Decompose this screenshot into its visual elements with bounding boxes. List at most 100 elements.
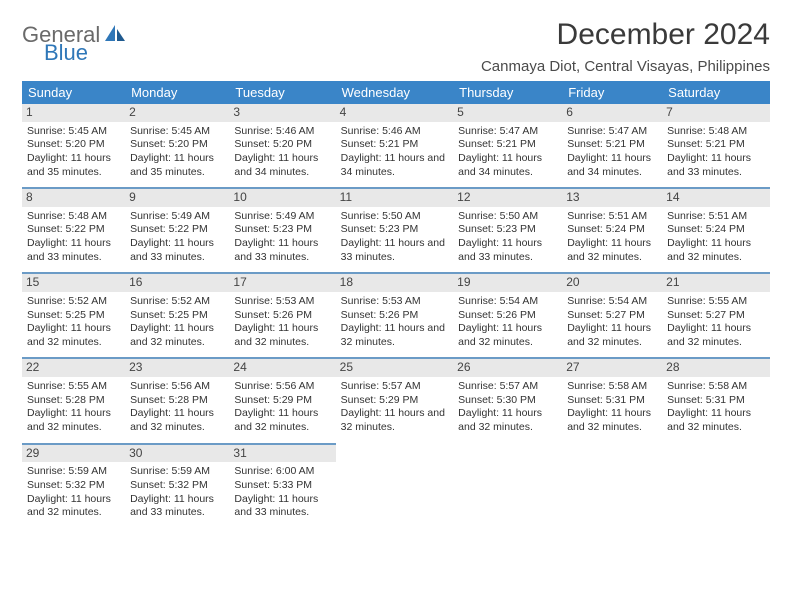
logo: General Blue	[22, 24, 126, 64]
daylight-text: Daylight: 11 hours and 32 minutes.	[27, 407, 120, 434]
sunset-text: Sunset: 5:29 PM	[234, 394, 330, 408]
sunset-text: Sunset: 5:25 PM	[130, 309, 224, 323]
daylight-text: Daylight: 11 hours and 33 minutes.	[667, 152, 765, 179]
daylight-text: Daylight: 11 hours and 32 minutes.	[341, 407, 449, 434]
day-number: 29	[22, 445, 125, 463]
sunset-text: Sunset: 5:20 PM	[234, 138, 330, 152]
sunrise-text: Sunrise: 5:47 AM	[567, 125, 657, 139]
sunset-text: Sunset: 5:25 PM	[27, 309, 120, 323]
calendar-day-cell: 8Sunrise: 5:48 AMSunset: 5:22 PMDaylight…	[22, 188, 125, 273]
day-number: 20	[562, 274, 662, 292]
sunrise-text: Sunrise: 6:00 AM	[234, 465, 330, 479]
sunset-text: Sunset: 5:26 PM	[341, 309, 449, 323]
sunrise-text: Sunrise: 5:53 AM	[234, 295, 330, 309]
calendar-day-cell: 11Sunrise: 5:50 AMSunset: 5:23 PMDayligh…	[336, 188, 454, 273]
sunset-text: Sunset: 5:24 PM	[667, 223, 765, 237]
calendar-day-cell	[662, 444, 770, 528]
day-number: 7	[662, 104, 770, 122]
sunrise-text: Sunrise: 5:51 AM	[667, 210, 765, 224]
calendar-day-cell: 6Sunrise: 5:47 AMSunset: 5:21 PMDaylight…	[562, 104, 662, 188]
daylight-text: Daylight: 11 hours and 32 minutes.	[130, 407, 224, 434]
daylight-text: Daylight: 11 hours and 32 minutes.	[341, 322, 449, 349]
daylight-text: Daylight: 11 hours and 33 minutes.	[458, 237, 557, 264]
sunset-text: Sunset: 5:20 PM	[130, 138, 224, 152]
calendar-day-cell: 22Sunrise: 5:55 AMSunset: 5:28 PMDayligh…	[22, 358, 125, 443]
calendar-day-cell: 24 Sunrise: 5:56 AMSunset: 5:29 PMDayligh…	[229, 358, 335, 443]
day-number: 5	[453, 104, 562, 122]
sunrise-text: Sunrise: 5:52 AM	[27, 295, 120, 309]
calendar-week-row: 15Sunrise: 5:52 AMSunset: 5:25 PMDayligh…	[22, 273, 770, 358]
sunset-text: Sunset: 5:32 PM	[130, 479, 224, 493]
calendar-day-cell: 26Sunrise: 5:57 AMSunset: 5:30 PMDayligh…	[453, 358, 562, 443]
day-number: 30	[125, 445, 229, 463]
sunset-text: Sunset: 5:31 PM	[567, 394, 657, 408]
day-number: 18	[336, 274, 454, 292]
calendar-day-cell: 25Sunrise: 5:57 AMSunset: 5:29 PMDayligh…	[336, 358, 454, 443]
calendar-day-cell: 29 Sunrise: 5:59 AMSunset: 5:32 PMDayligh…	[22, 444, 125, 528]
day-number: 4	[336, 104, 454, 122]
sunset-text: Sunset: 5:22 PM	[130, 223, 224, 237]
sunset-text: Sunset: 5:29 PM	[341, 394, 449, 408]
weekday-header: Sunday	[22, 81, 125, 104]
calendar-day-cell	[336, 444, 454, 528]
sunset-text: Sunset: 5:20 PM	[27, 138, 120, 152]
day-number: 2	[125, 104, 229, 122]
calendar-day-cell: 4Sunrise: 5:46 AMSunset: 5:21 PMDaylight…	[336, 104, 454, 188]
daylight-text: Daylight: 11 hours and 35 minutes.	[27, 152, 120, 179]
daylight-text: Daylight: 11 hours and 32 minutes.	[234, 407, 330, 434]
calendar-week-row: 1Sunrise: 5:45 AMSunset: 5:20 PMDaylight…	[22, 104, 770, 188]
sunrise-text: Sunrise: 5:49 AM	[130, 210, 224, 224]
sunrise-text: Sunrise: 5:49 AM	[234, 210, 330, 224]
daylight-text: Daylight: 11 hours and 32 minutes.	[567, 322, 657, 349]
sunrise-text: Sunrise: 5:59 AM	[27, 465, 120, 479]
day-number: 22	[22, 359, 125, 377]
calendar-day-cell	[562, 444, 662, 528]
daylight-text: Daylight: 11 hours and 32 minutes.	[27, 493, 120, 520]
day-number: 8	[22, 189, 125, 207]
calendar-day-cell: 15Sunrise: 5:52 AMSunset: 5:25 PMDayligh…	[22, 273, 125, 358]
day-number: 6	[562, 104, 662, 122]
sunset-text: Sunset: 5:21 PM	[567, 138, 657, 152]
sunset-text: Sunset: 5:26 PM	[234, 309, 330, 323]
sunrise-text: Sunrise: 5:55 AM	[27, 380, 120, 394]
daylight-text: Daylight: 11 hours and 32 minutes.	[130, 322, 224, 349]
sunrise-text: Sunrise: 5:52 AM	[130, 295, 224, 309]
weekday-header: Wednesday	[336, 81, 454, 104]
sunrise-text: Sunrise: 5:48 AM	[667, 125, 765, 139]
sunset-text: Sunset: 5:23 PM	[234, 223, 330, 237]
sunrise-text: Sunrise: 5:58 AM	[567, 380, 657, 394]
sunset-text: Sunset: 5:32 PM	[27, 479, 120, 493]
sunrise-text: Sunrise: 5:54 AM	[567, 295, 657, 309]
header: General Blue December 2024 Canmaya Diot,…	[22, 18, 770, 75]
sunrise-text: Sunrise: 5:51 AM	[567, 210, 657, 224]
weekday-header: Monday	[125, 81, 229, 104]
month-title: December 2024	[481, 18, 770, 52]
calendar-day-cell: 17Sunrise: 5:53 AMSunset: 5:26 PMDayligh…	[229, 273, 335, 358]
daylight-text: Daylight: 11 hours and 32 minutes.	[667, 407, 765, 434]
sunrise-text: Sunrise: 5:50 AM	[341, 210, 449, 224]
calendar-day-cell: 14Sunrise: 5:51 AMSunset: 5:24 PMDayligh…	[662, 188, 770, 273]
daylight-text: Daylight: 11 hours and 34 minutes.	[234, 152, 330, 179]
sunrise-text: Sunrise: 5:46 AM	[341, 125, 449, 139]
sunset-text: Sunset: 5:27 PM	[567, 309, 657, 323]
sunrise-text: Sunrise: 5:58 AM	[667, 380, 765, 394]
sunset-text: Sunset: 5:24 PM	[567, 223, 657, 237]
daylight-text: Daylight: 11 hours and 33 minutes.	[234, 237, 330, 264]
day-number: 15	[22, 274, 125, 292]
daylight-text: Daylight: 11 hours and 32 minutes.	[458, 407, 557, 434]
day-number: 17	[229, 274, 335, 292]
weekday-header-row: Sunday Monday Tuesday Wednesday Thursday…	[22, 81, 770, 104]
day-number: 24	[229, 359, 335, 377]
day-number: 13	[562, 189, 662, 207]
daylight-text: Daylight: 11 hours and 35 minutes.	[130, 152, 224, 179]
daylight-text: Daylight: 11 hours and 32 minutes.	[567, 407, 657, 434]
sunrise-text: Sunrise: 5:57 AM	[341, 380, 449, 394]
daylight-text: Daylight: 11 hours and 32 minutes.	[667, 237, 765, 264]
sunrise-text: Sunrise: 5:54 AM	[458, 295, 557, 309]
sunrise-text: Sunrise: 5:56 AM	[234, 380, 330, 394]
calendar: Sunday Monday Tuesday Wednesday Thursday…	[22, 81, 770, 528]
sunset-text: Sunset: 5:30 PM	[458, 394, 557, 408]
calendar-day-cell: 3Sunrise: 5:46 AMSunset: 5:20 PMDaylight…	[229, 104, 335, 188]
location: Canmaya Diot, Central Visayas, Philippin…	[481, 58, 770, 75]
daylight-text: Daylight: 11 hours and 33 minutes.	[130, 237, 224, 264]
